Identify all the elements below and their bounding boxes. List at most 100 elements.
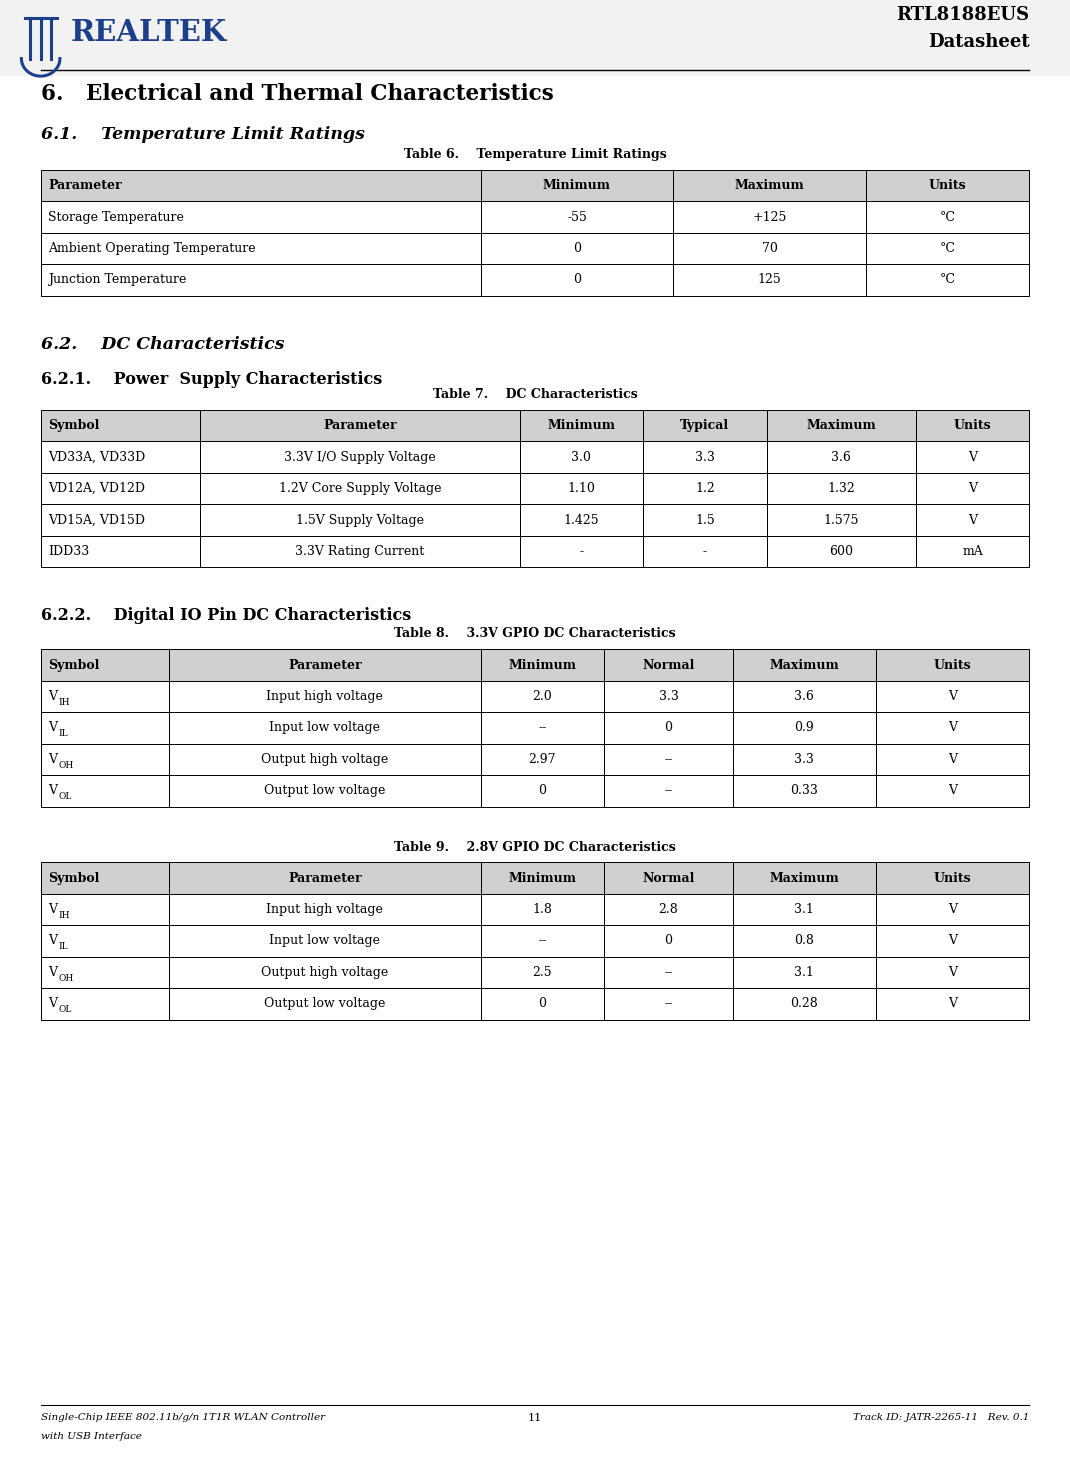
Bar bbox=[41, 681, 169, 712]
Bar bbox=[767, 441, 916, 473]
Text: V: V bbox=[948, 966, 958, 979]
Bar bbox=[876, 712, 1029, 744]
Text: Table 8.    3.3V GPIO DC Characteristics: Table 8. 3.3V GPIO DC Characteristics bbox=[394, 628, 676, 640]
Text: RTL8188EUS: RTL8188EUS bbox=[897, 6, 1029, 23]
Bar bbox=[480, 649, 605, 681]
Bar bbox=[480, 264, 673, 296]
Text: Junction Temperature: Junction Temperature bbox=[48, 274, 186, 287]
Bar bbox=[876, 862, 1029, 893]
Bar bbox=[605, 925, 733, 956]
Text: REALTEK: REALTEK bbox=[71, 18, 227, 47]
Text: Input low voltage: Input low voltage bbox=[270, 934, 381, 947]
Text: 125: 125 bbox=[758, 274, 782, 287]
Text: 0: 0 bbox=[538, 785, 547, 798]
Bar bbox=[480, 956, 605, 988]
Bar bbox=[520, 536, 643, 567]
Bar bbox=[41, 201, 480, 233]
Text: V: V bbox=[48, 903, 57, 916]
Bar bbox=[480, 862, 605, 893]
Text: V: V bbox=[968, 482, 977, 495]
Bar bbox=[733, 988, 876, 1019]
Text: 3.3: 3.3 bbox=[658, 690, 678, 703]
Bar bbox=[767, 504, 916, 536]
Text: Ambient Operating Temperature: Ambient Operating Temperature bbox=[48, 242, 256, 255]
Text: IL: IL bbox=[59, 729, 68, 738]
Text: OL: OL bbox=[59, 792, 72, 801]
Text: --: -- bbox=[664, 966, 673, 979]
Bar bbox=[605, 988, 733, 1019]
Bar bbox=[200, 441, 520, 473]
Bar bbox=[41, 956, 169, 988]
Text: Output high voltage: Output high voltage bbox=[261, 752, 388, 766]
Bar bbox=[876, 925, 1029, 956]
Bar bbox=[876, 681, 1029, 712]
Text: V: V bbox=[948, 690, 958, 703]
Text: 0: 0 bbox=[664, 934, 672, 947]
Text: 0: 0 bbox=[664, 722, 672, 735]
Text: 6.1.    Temperature Limit Ratings: 6.1. Temperature Limit Ratings bbox=[41, 126, 365, 143]
Text: Minimum: Minimum bbox=[508, 659, 577, 672]
Text: 0: 0 bbox=[538, 997, 547, 1010]
Bar bbox=[733, 649, 876, 681]
Text: Single-Chip IEEE 802.11b/g/n 1T1R WLAN Controller: Single-Chip IEEE 802.11b/g/n 1T1R WLAN C… bbox=[41, 1413, 325, 1422]
Text: Maximum: Maximum bbox=[769, 871, 839, 884]
Text: 0.8: 0.8 bbox=[795, 934, 814, 947]
Bar bbox=[733, 956, 876, 988]
Text: 1.8: 1.8 bbox=[533, 903, 552, 916]
Text: V: V bbox=[48, 785, 57, 798]
Bar bbox=[480, 681, 605, 712]
Text: Minimum: Minimum bbox=[508, 871, 577, 884]
Text: --: -- bbox=[538, 934, 547, 947]
Bar bbox=[876, 988, 1029, 1019]
Bar bbox=[41, 233, 480, 264]
Bar bbox=[480, 893, 605, 925]
Text: 0.9: 0.9 bbox=[795, 722, 814, 735]
Text: 11: 11 bbox=[528, 1413, 542, 1423]
Text: 3.1: 3.1 bbox=[795, 903, 814, 916]
Bar bbox=[41, 441, 200, 473]
Text: VD33A, VD33D: VD33A, VD33D bbox=[48, 451, 146, 464]
Bar bbox=[480, 712, 605, 744]
Text: VD15A, VD15D: VD15A, VD15D bbox=[48, 514, 146, 527]
Bar bbox=[673, 264, 867, 296]
Text: 1.2V Core Supply Voltage: 1.2V Core Supply Voltage bbox=[278, 482, 441, 495]
Text: V: V bbox=[48, 722, 57, 735]
Text: Units: Units bbox=[934, 659, 972, 672]
Text: Table 7.    DC Characteristics: Table 7. DC Characteristics bbox=[432, 388, 638, 401]
Text: Output low voltage: Output low voltage bbox=[264, 997, 385, 1010]
Bar bbox=[916, 410, 1029, 441]
Text: V: V bbox=[968, 451, 977, 464]
Text: 6.   Electrical and Thermal Characteristics: 6. Electrical and Thermal Characteristic… bbox=[41, 82, 553, 105]
Text: 2.0: 2.0 bbox=[533, 690, 552, 703]
Bar bbox=[520, 410, 643, 441]
Text: 2.97: 2.97 bbox=[529, 752, 556, 766]
Bar bbox=[643, 473, 767, 504]
Bar bbox=[605, 956, 733, 988]
Text: 1.5: 1.5 bbox=[696, 514, 715, 527]
Text: 600: 600 bbox=[829, 545, 854, 558]
Bar bbox=[733, 893, 876, 925]
Text: 3.3V I/O Supply Voltage: 3.3V I/O Supply Voltage bbox=[284, 451, 435, 464]
Bar bbox=[520, 504, 643, 536]
Bar bbox=[480, 774, 605, 807]
Text: Track ID: JATR-2265-11   Rev. 0.1: Track ID: JATR-2265-11 Rev. 0.1 bbox=[853, 1413, 1029, 1422]
Text: Normal: Normal bbox=[642, 659, 694, 672]
Bar bbox=[169, 712, 480, 744]
Text: Units: Units bbox=[953, 419, 992, 432]
Bar bbox=[200, 473, 520, 504]
Bar bbox=[643, 441, 767, 473]
Bar bbox=[480, 988, 605, 1019]
Text: OL: OL bbox=[59, 1006, 72, 1015]
Text: 1.32: 1.32 bbox=[827, 482, 855, 495]
Bar bbox=[41, 925, 169, 956]
Text: 3.6: 3.6 bbox=[831, 451, 852, 464]
Text: Input low voltage: Input low voltage bbox=[270, 722, 381, 735]
Bar bbox=[733, 712, 876, 744]
Bar bbox=[605, 862, 733, 893]
Text: Input high voltage: Input high voltage bbox=[266, 903, 383, 916]
Bar bbox=[169, 649, 480, 681]
Bar bbox=[480, 744, 605, 774]
Text: --: -- bbox=[538, 722, 547, 735]
Text: Parameter: Parameter bbox=[48, 179, 122, 192]
Text: Table 9.    2.8V GPIO DC Characteristics: Table 9. 2.8V GPIO DC Characteristics bbox=[394, 840, 676, 854]
